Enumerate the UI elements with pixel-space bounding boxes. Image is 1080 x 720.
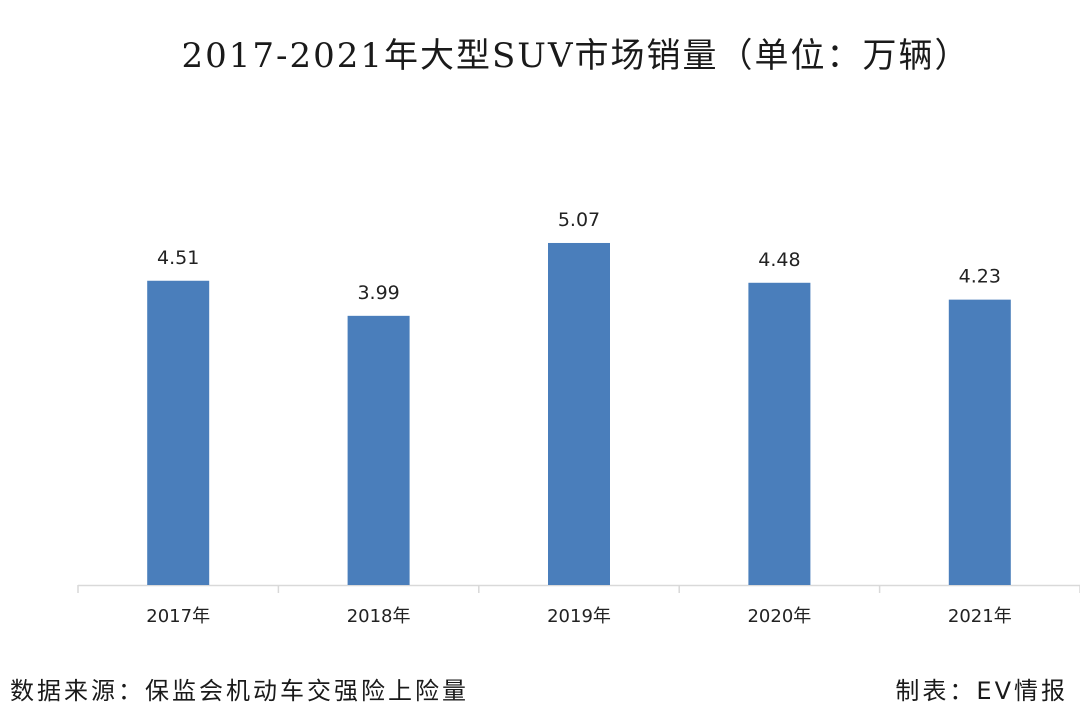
bar-2019年 (548, 242, 610, 585)
x-tick-label: 2018年 (347, 606, 411, 627)
x-tick-label: 2019年 (547, 606, 611, 627)
data-label: 4.23 (959, 266, 1001, 288)
bar-2021年 (948, 299, 1011, 585)
data-label: 3.99 (357, 282, 399, 304)
bar-2018年 (347, 315, 410, 585)
data-label: 5.07 (558, 209, 600, 231)
chart-title: 2017-2021年大型SUV市场销量（单位：万辆） (181, 36, 971, 76)
data-label: 4.51 (157, 247, 199, 269)
bar-2017年 (147, 280, 210, 585)
data-source-note: 数据来源：保监会机动车交强险上险量 (10, 677, 469, 705)
x-tick-label: 2017年 (146, 606, 210, 627)
bar-2020年 (748, 282, 811, 585)
data-label: 4.48 (758, 249, 800, 271)
chart-maker-note: 制表：EV情报 (895, 677, 1068, 705)
x-tick-label: 2021年 (948, 606, 1012, 627)
x-tick-label: 2020年 (747, 606, 811, 627)
